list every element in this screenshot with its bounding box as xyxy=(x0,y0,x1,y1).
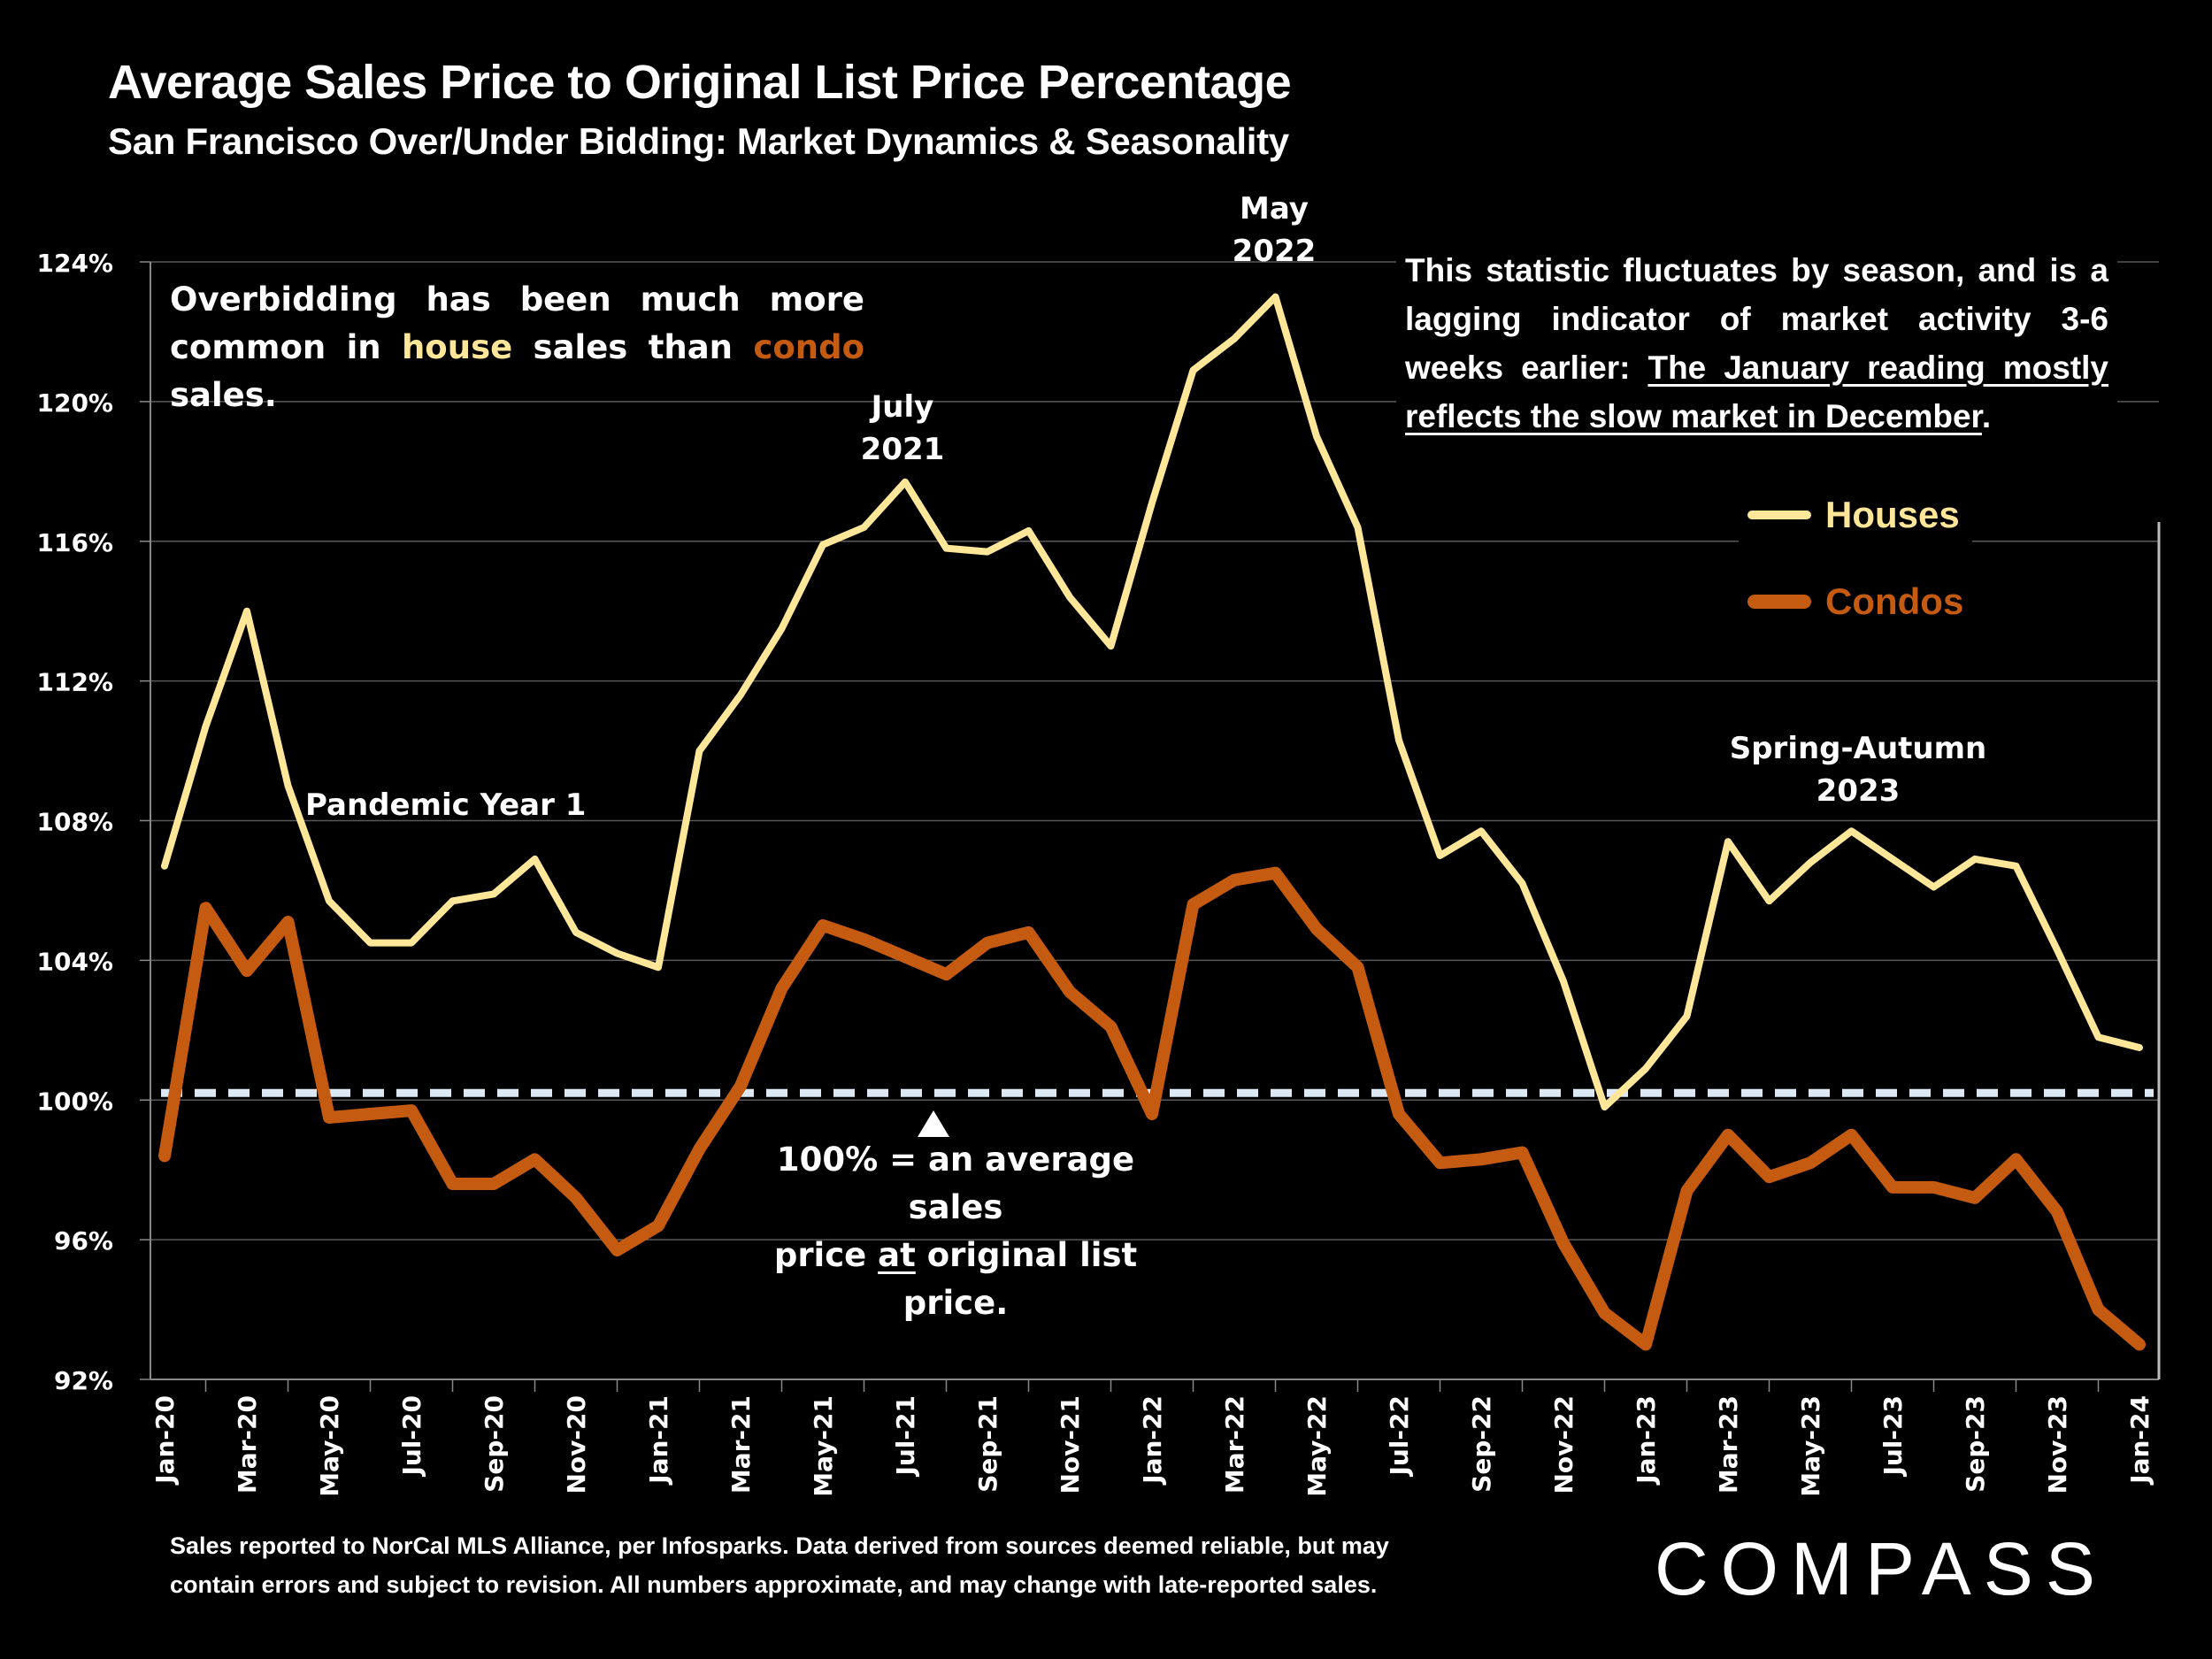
note-text: sales. xyxy=(170,376,277,414)
y-tick-label: 112% xyxy=(36,668,113,697)
legend-item-condos[interactable]: Condos xyxy=(1747,558,1963,645)
y-tick-label: 100% xyxy=(36,1087,113,1116)
note-condo-word: condo xyxy=(753,328,864,366)
x-tick-label: May-22 xyxy=(1302,1395,1332,1497)
x-tick-label: May-21 xyxy=(809,1395,838,1497)
x-tick-label: Mar-22 xyxy=(1220,1395,1249,1494)
note-text: sales than xyxy=(512,328,754,366)
condos-swatch-icon xyxy=(1747,595,1811,609)
compass-logo: COMPASS xyxy=(1655,1527,2108,1610)
overbidding-note: Overbidding has been much more common in… xyxy=(170,276,864,419)
note-underlined-text: The January reading mostly reflects the … xyxy=(1405,349,2108,434)
y-tick-label: 120% xyxy=(36,388,113,418)
note-text: price xyxy=(773,1236,879,1274)
note-text: . xyxy=(1981,398,1992,434)
x-axis: Jan-20 Mar-20 May-20 Jul-20 Sep-20 Nov-20 Jan-… xyxy=(150,262,2161,1497)
legend-item-houses[interactable]: Houses xyxy=(1747,472,1963,558)
note-text: This statistic fluctuates by season, and… xyxy=(1405,252,2108,386)
legend-label-condos: Condos xyxy=(1825,580,1964,622)
x-tick-label: Jul-22 xyxy=(1385,1395,1414,1478)
legend: Houses Condos xyxy=(1739,465,1973,652)
footnote-line: Sales reported to NorCal MLS Alliance, p… xyxy=(170,1532,1389,1559)
annotation-line: May xyxy=(1240,191,1309,227)
x-tick-label: Mar-23 xyxy=(1714,1395,1743,1494)
x-tick-label: Sep-23 xyxy=(1961,1395,1990,1493)
seasonality-note: This statistic fluctuates by season, and… xyxy=(1396,246,2117,441)
annotation-may-2022: May 2022 xyxy=(1221,188,1327,273)
x-tick-label: Sep-21 xyxy=(973,1395,1002,1493)
x-tick-label: Jan-20 xyxy=(150,1395,180,1486)
annotation-spring-autumn-2023: Spring-Autumn 2023 xyxy=(1717,727,2000,812)
source-footnote: Sales reported to NorCal MLS Alliance, p… xyxy=(170,1526,1389,1604)
note-underlined-text: at xyxy=(878,1236,916,1274)
y-tick-label: 124% xyxy=(36,249,113,278)
annotation-line: 2021 xyxy=(860,432,945,467)
annotation-july-2021: July 2021 xyxy=(849,386,956,471)
annotation-line: July xyxy=(871,389,934,425)
x-tick-label: Nov-21 xyxy=(1056,1395,1085,1494)
x-tick-label: Nov-22 xyxy=(1549,1395,1578,1494)
y-tick-label: 92% xyxy=(54,1366,113,1395)
note-line: 100% = an average sales xyxy=(776,1141,1135,1226)
x-tick-label: Jul-23 xyxy=(1878,1395,1908,1478)
x-tick-label: Jan-24 xyxy=(2125,1395,2154,1486)
x-tick-label: Sep-20 xyxy=(480,1395,509,1493)
x-tick-label: Jan-21 xyxy=(644,1395,673,1486)
x-tick-label: Jul-21 xyxy=(891,1395,920,1478)
reference-line-note: 100% = an average sales price at origina… xyxy=(726,1136,1186,1327)
y-tick-label: 96% xyxy=(54,1226,113,1256)
x-tick-label: Mar-21 xyxy=(726,1395,756,1494)
annotation-line: Spring-Autumn xyxy=(1729,731,1987,766)
y-axis-ticks: 92% 96% 100% 104% 108% 112% 116% 120% 124% xyxy=(36,249,150,1395)
x-tick-label: Nov-20 xyxy=(562,1395,591,1494)
chart-title: Average Sales Price to Original List Pri… xyxy=(108,56,1292,109)
x-tick-label: May-20 xyxy=(315,1395,344,1497)
annotation-line: 2022 xyxy=(1232,234,1317,269)
x-tick-label: May-23 xyxy=(1796,1395,1825,1497)
y-tick-label: 116% xyxy=(36,528,113,557)
annotation-line: 2023 xyxy=(1816,773,1901,809)
x-tick-label: Nov-23 xyxy=(2043,1395,2072,1494)
y-tick-label: 108% xyxy=(36,808,113,837)
x-tick-label: Jul-20 xyxy=(397,1395,426,1478)
x-tick-label: Jan-22 xyxy=(1138,1395,1167,1486)
triangle-pointer-icon xyxy=(918,1110,949,1137)
series-lines xyxy=(158,293,2146,1351)
footnote-line: contain errors and subject to revision. … xyxy=(170,1571,1378,1598)
x-tick-label: Jan-23 xyxy=(1632,1395,1661,1486)
x-tick-label: Mar-20 xyxy=(233,1395,262,1494)
note-text: original list price. xyxy=(902,1236,1138,1322)
legend-label-houses: Houses xyxy=(1825,494,1960,535)
note-line: price at original list price. xyxy=(726,1232,1186,1327)
x-tick-label: Sep-22 xyxy=(1467,1395,1496,1493)
y-tick-label: 104% xyxy=(36,947,113,976)
annotation-pandemic: Pandemic Year 1 xyxy=(305,787,587,823)
note-house-word: house xyxy=(401,328,513,366)
houses-swatch-icon xyxy=(1747,511,1811,519)
note-text: Overbidding has been much more common in xyxy=(170,280,864,366)
chart-subtitle: San Francisco Over/Under Bidding: Market… xyxy=(108,120,1289,162)
